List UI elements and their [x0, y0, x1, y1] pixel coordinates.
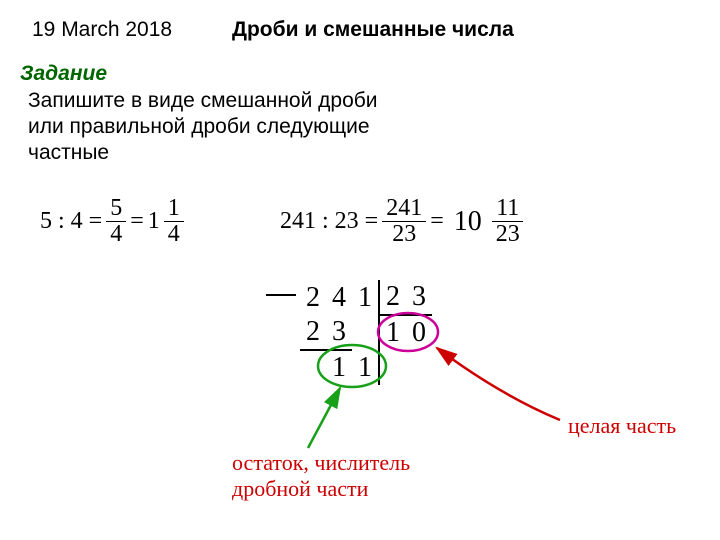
expr1-frac1: 5 4 [106, 196, 126, 247]
long-division-table: 2 4 1 2 3 2 3 1 0 1 1 [300, 280, 432, 385]
ld-cell [300, 350, 326, 385]
expr2-frac-den: 23 [388, 222, 420, 247]
whole-part-label: целая часть [568, 413, 676, 439]
ld-cell: 1 [352, 350, 379, 385]
expr1-mixed-den: 4 [164, 222, 184, 247]
expr1-mixed-whole: 1 [148, 208, 160, 235]
expr1-mixed-frac: 1 4 [164, 196, 184, 247]
expr2-result-den: 23 [492, 222, 524, 247]
ld-cell: 2 [300, 280, 326, 315]
expr1-frac1-den: 4 [106, 222, 126, 247]
slide-root: 19 March 2018 Дроби и смешанные числа За… [0, 0, 720, 540]
ld-cell: 4 [326, 280, 352, 315]
long-division: 2 4 1 2 3 2 3 1 0 1 1 [300, 280, 432, 385]
ld-row-3: 1 1 [300, 350, 432, 385]
remainder-arrow-icon [308, 388, 340, 448]
slide-title: Дроби и смешанные числа [232, 18, 514, 42]
task-heading: Задание [20, 62, 107, 86]
expr1-eq: = [130, 208, 144, 235]
whole-arrow-icon [437, 348, 560, 420]
ld-cell: 3 [326, 315, 352, 350]
ld-cell: 3 [406, 280, 432, 315]
task-body-line: частные [28, 140, 378, 166]
ld-cell: 1 [352, 280, 379, 315]
expr1-lead: 5 : 4 = [40, 208, 102, 235]
task-body-line: или правильной дроби следующие [28, 114, 378, 140]
ld-cell: 1 [326, 350, 352, 385]
ld-cell [406, 350, 432, 385]
ld-cell: 2 [300, 315, 326, 350]
remainder-label-line: дробной части [232, 476, 410, 502]
ld-row-1: 2 4 1 2 3 [300, 280, 432, 315]
expr2-lead: 241 : 23 = [280, 208, 378, 235]
expr1-mixed-num: 1 [164, 196, 184, 222]
remainder-label: остаток, числитель дробной части [232, 450, 410, 502]
expr2-result-num: 11 [492, 196, 523, 222]
task-body-line: Запишите в виде смешанной дроби [28, 88, 378, 114]
expression-2: 241 : 23 = 241 23 = 10 11 23 [280, 196, 528, 247]
expr1-frac1-num: 5 [106, 196, 126, 222]
ld-cell: 0 [406, 315, 432, 350]
task-body: Запишите в виде смешанной дроби или прав… [28, 88, 378, 166]
date-text: 19 March 2018 [32, 18, 172, 42]
ld-cell [352, 315, 379, 350]
ld-row-2: 2 3 1 0 [300, 315, 432, 350]
ld-cell: 2 [379, 280, 406, 315]
remainder-label-line: остаток, числитель [232, 450, 410, 476]
ld-cell: 1 [379, 315, 406, 350]
expression-1: 5 : 4 = 5 4 = 1 1 4 [40, 196, 188, 247]
expr2-frac: 241 23 [382, 196, 426, 247]
expr2-result-frac: 11 23 [492, 196, 524, 247]
expr2-eq: = [430, 208, 444, 235]
ld-cell [379, 350, 406, 385]
minus-mark-icon [266, 294, 296, 296]
expr2-frac-num: 241 [382, 196, 426, 222]
expr2-result-whole: 10 [454, 206, 482, 238]
